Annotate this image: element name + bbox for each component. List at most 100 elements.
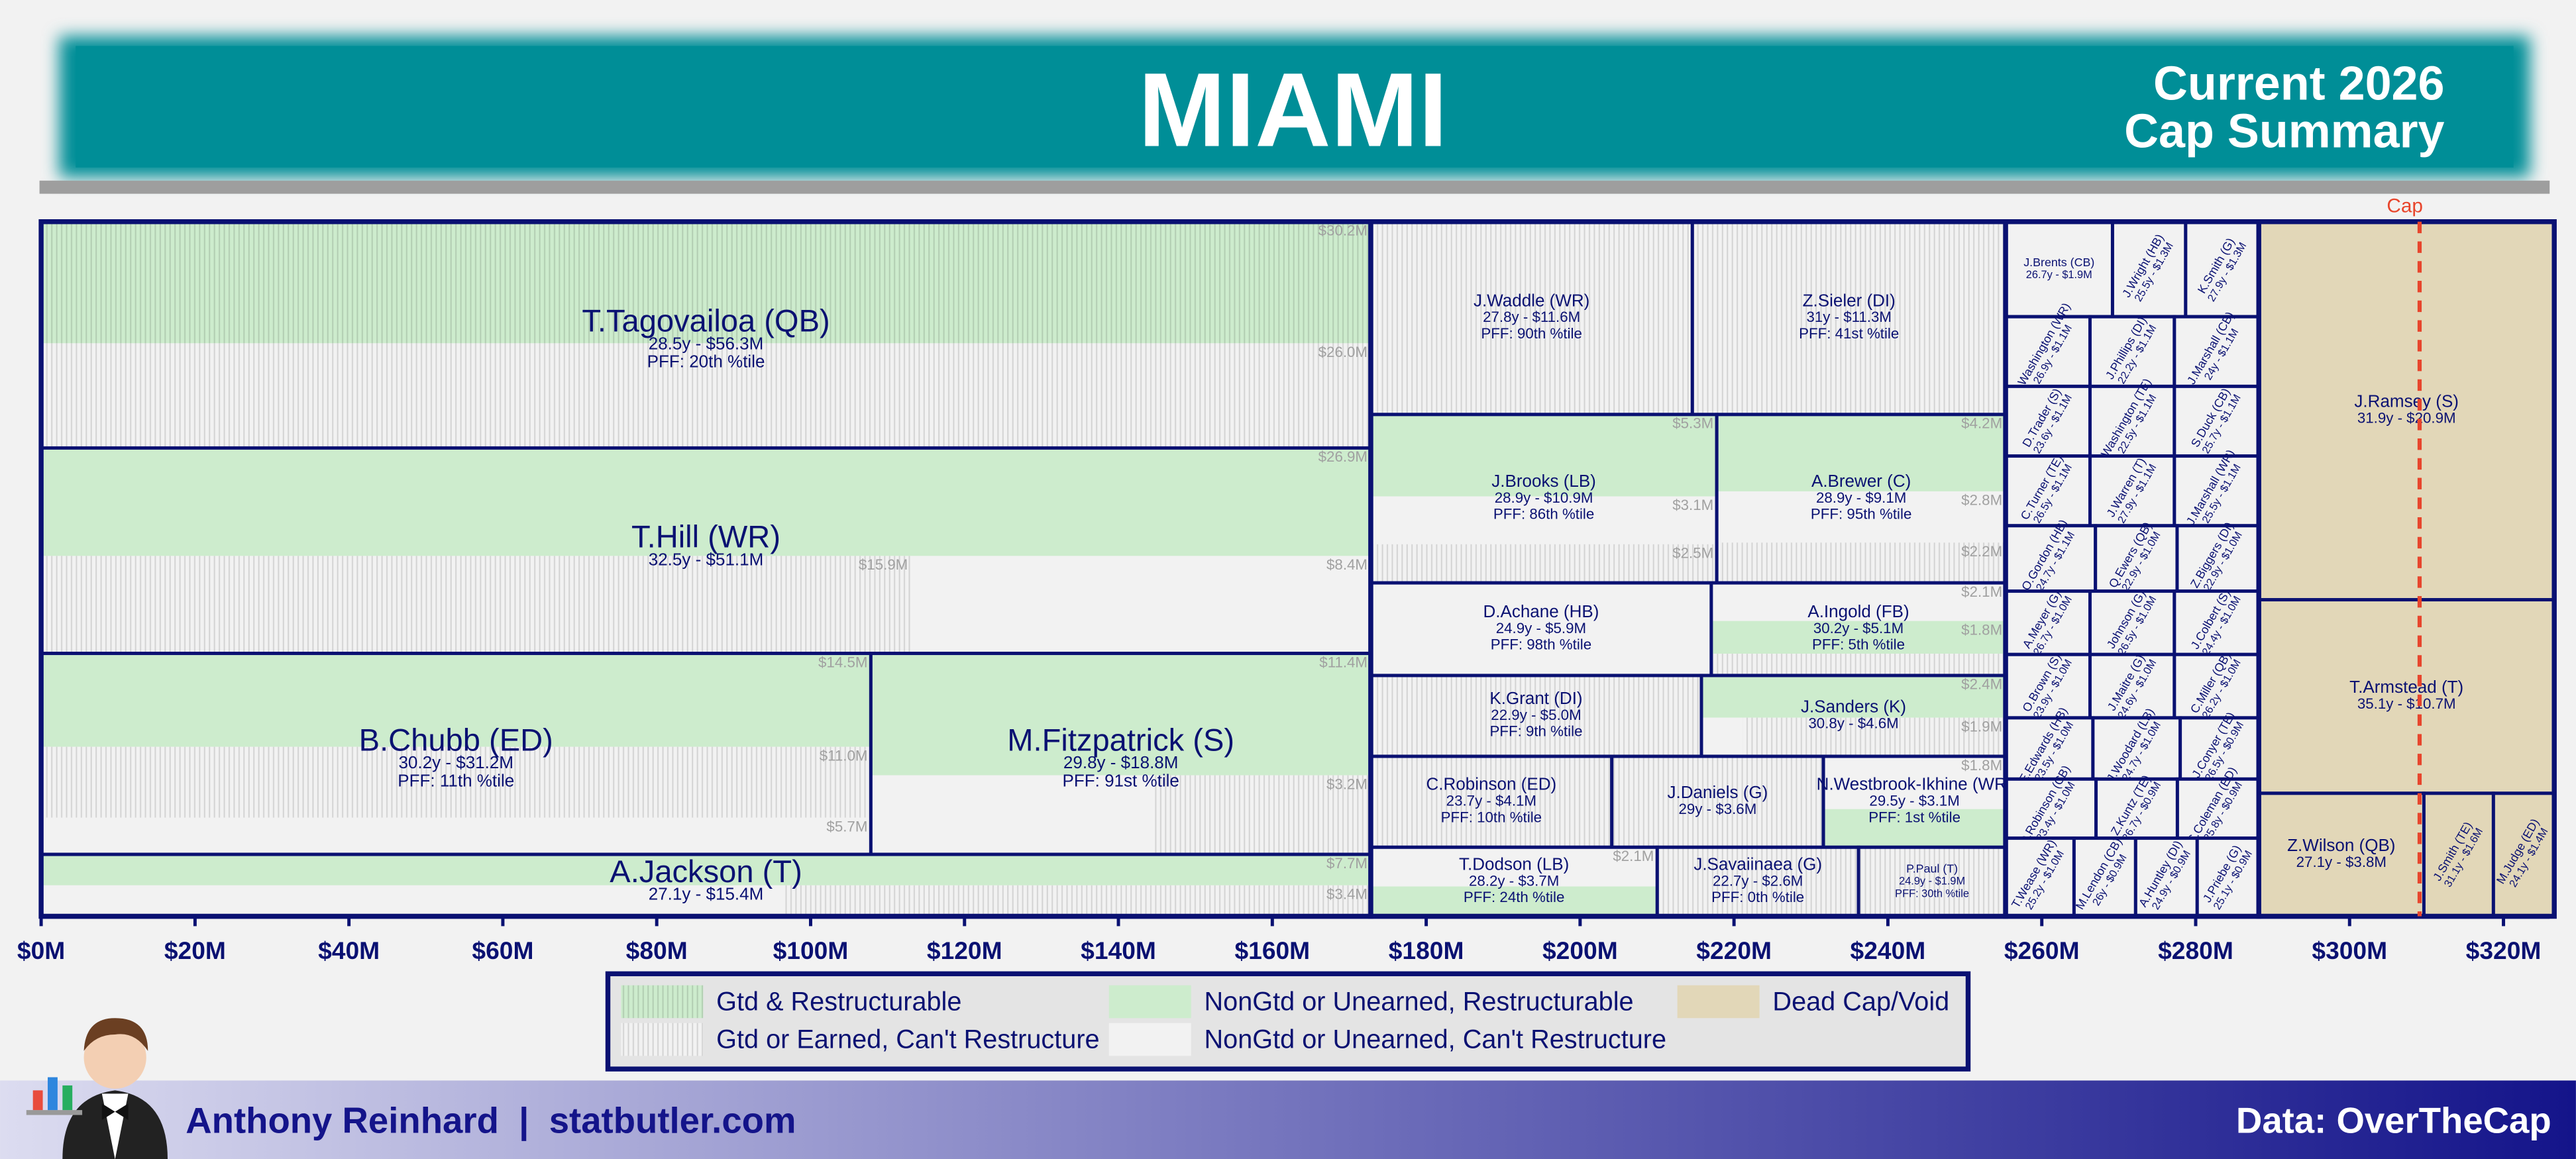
player-details: 30.2y - $31.2M: [398, 752, 513, 772]
player-name: T.Dodson (LB): [1459, 854, 1569, 874]
player: J.Daniels (G)29y - $3.6M: [1610, 754, 1825, 849]
segment: [911, 556, 1371, 654]
player: O.Brown (S)23.9y - $1.0M: [2004, 651, 2092, 721]
player-box: [2004, 589, 2092, 656]
player-details: 28.2y - $3.7M: [1469, 872, 1559, 889]
player-name: A.Jackson (T): [610, 854, 802, 889]
player: J.Ramsey (S)31.9y - $20.9M: [2257, 220, 2556, 602]
player-details: 22.7y - $2.6M: [1713, 872, 1803, 889]
player-details: 35.1y - $10.7M: [2357, 695, 2456, 712]
player-box: [1369, 754, 1614, 849]
segment: [783, 885, 1371, 917]
segment-label: $2.1M: [1613, 848, 1654, 864]
player: Z.Wilson (QB)27.1y - $3.8M: [2257, 791, 2426, 919]
player-pff: PFF: 91st %tile: [1062, 770, 1179, 790]
player-box: [1369, 674, 1703, 758]
segment: [1711, 621, 2006, 654]
player-label: J.Sanders (K)30.8y - $4.6M: [1801, 696, 1906, 731]
player-box: [2094, 524, 2179, 593]
player-name: A.Ingold (FB): [1807, 601, 1909, 621]
player-name: J.Daniels (G): [1668, 782, 1768, 802]
player: Q.Ewers (QB)22.9y - $1.0M: [2094, 520, 2179, 593]
x-tick-label: $220M: [1696, 936, 1772, 964]
player-details: 31.9y - $20.9M: [2357, 409, 2456, 426]
player: J.Marshall (CB)24y - $1.1M: [2173, 309, 2261, 388]
player: M.Judge (ED)24.1y - $1.4M: [2491, 791, 2556, 919]
segment: [41, 343, 1371, 448]
cap-label: Cap: [2387, 195, 2423, 217]
player-box: [2257, 220, 2556, 602]
player: $7.7M $3.4M A.Jackson (T)27.1y - $15.4M: [39, 852, 1373, 919]
segment-label: $5.7M: [826, 818, 867, 834]
player-name: J.Waddle (WR): [1474, 290, 1589, 310]
segment: [1711, 583, 2006, 621]
player: J.Brents (CB)26.7y - $1.9M: [2004, 220, 2114, 319]
segment: [1823, 756, 2006, 809]
segment: [41, 885, 784, 917]
player-name: C.Robinson (ED): [1426, 774, 1557, 794]
player-name: T.Hill (WR): [631, 519, 780, 554]
player: $5.3M $3.1M $2.5M J.Brooks (LB)28.9y - $10.…: [1369, 413, 1719, 585]
x-tick-label: $280M: [2158, 936, 2233, 964]
player-details: 29.8y - $18.8M: [1063, 752, 1179, 772]
player-name: K.Grant (DI): [1489, 688, 1582, 708]
player-name: P.Paul (T): [1906, 862, 1958, 876]
player-name: N.Westbrook-Ikhine (WR): [1817, 774, 2013, 794]
segment-label: $7.7M: [1326, 855, 1368, 872]
segment: [1717, 542, 2006, 583]
segment-label: $2.2M: [1961, 543, 2002, 560]
x-tick-label: $160M: [1234, 936, 1310, 964]
player-name: B.Chubb (ED): [359, 722, 553, 757]
segment: [1370, 847, 1658, 887]
icon-bar: [32, 1090, 43, 1111]
legend-swatch: [621, 985, 704, 1019]
legend-label: Dead Cap/Void: [1772, 987, 1949, 1016]
x-tick-label: $200M: [1542, 936, 1618, 964]
x-tick-label: $260M: [2004, 936, 2080, 964]
player-details: 28.5y - $56.3M: [649, 333, 764, 353]
segment-label: $3.1M: [1672, 497, 1713, 513]
player-details: 27.8y - $11.6M: [1483, 309, 1580, 325]
legend: Gtd & Restructurable NonGtd or Unearned, …: [621, 985, 1949, 1056]
player-details: 31y - $11.3M: [1806, 309, 1891, 325]
chart-subtitle: Current 2026: [2153, 57, 2445, 110]
source: Data: OverTheCap: [2236, 1100, 2551, 1140]
player-name: A.Brewer (C): [1811, 471, 1911, 491]
player: J.Wright (HB)25.5y - $1.3M: [2110, 220, 2188, 319]
player: S.Coleman (ED)25.8y - $0.9M: [2175, 764, 2261, 846]
player: D.Trader (S)23.6y - $1.1M: [2004, 384, 2092, 458]
legend-label: Gtd & Restructurable: [716, 987, 961, 1016]
legend-label: Gtd or Earned, Can't Restructure: [716, 1025, 1099, 1054]
player-details: 26.7y - $1.9M: [2026, 269, 2092, 281]
player-pff: PFF: 9th %tile: [1489, 723, 1582, 740]
player-name: T.Armstead (T): [2349, 677, 2463, 697]
segment: [871, 653, 1371, 776]
segment-label: $1.9M: [1961, 718, 2002, 734]
player-details: 29.5y - $3.1M: [1869, 793, 1959, 809]
x-tick-label: $180M: [1389, 936, 1464, 964]
player: J.Smith (TE)31.1y - $1.6M: [2422, 791, 2495, 919]
player-pff: PFF: 41st %tile: [1799, 325, 1899, 342]
legend-swatch: [1677, 985, 1760, 1019]
player-details: 28.9y - $9.1M: [1816, 489, 1906, 506]
x-tick-label: $40M: [318, 936, 380, 964]
player-label: T.Hill (WR)32.5y - $51.1M: [631, 519, 780, 570]
butler-tray: [26, 1110, 83, 1115]
player-details: 28.9y - $10.9M: [1495, 489, 1593, 506]
butler-hair: [83, 1018, 148, 1051]
segment: [41, 746, 871, 818]
player-name: Z.Wilson (QB): [2287, 835, 2395, 855]
player-pff: PFF: 0th %tile: [1711, 889, 1804, 905]
player-pff: PFF: 86th %tile: [1493, 506, 1594, 523]
segment: [1370, 886, 1658, 917]
segment: [1701, 675, 2006, 718]
segment: [1711, 654, 2006, 676]
